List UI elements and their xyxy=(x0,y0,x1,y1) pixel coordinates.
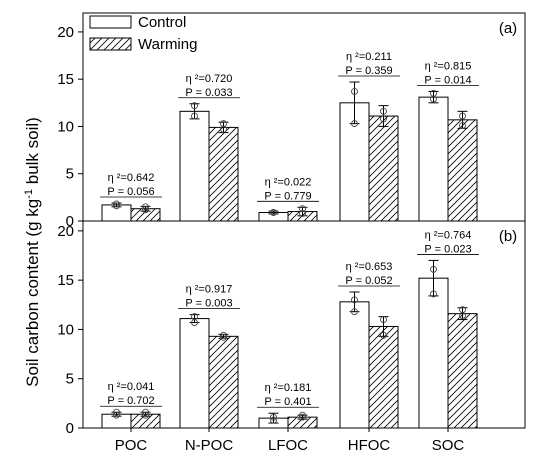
eta-squared-label: η ²=0.041 xyxy=(108,381,155,393)
data-point xyxy=(220,333,227,341)
category-label: HFOC xyxy=(348,437,391,454)
data-point xyxy=(142,411,149,419)
data-point xyxy=(430,95,437,103)
p-value-label: P = 0.052 xyxy=(345,275,392,287)
data-point xyxy=(270,416,277,424)
legend-label-warming: Warming xyxy=(138,36,197,53)
category-label: SOC xyxy=(432,437,465,454)
eta-squared-label: η ²=0.764 xyxy=(425,229,472,241)
eta-squared-label: η ²=0.815 xyxy=(425,60,472,72)
bar-warming xyxy=(447,119,478,222)
category-label: N-POC xyxy=(185,437,234,454)
data-point xyxy=(351,296,358,304)
data-point xyxy=(142,206,149,214)
y-tick-label: 0 xyxy=(66,420,74,437)
data-point xyxy=(191,319,198,326)
data-point xyxy=(113,200,120,208)
eta-squared-label: η ²=0.917 xyxy=(186,284,233,296)
data-point xyxy=(113,202,120,210)
bar-warming xyxy=(368,325,399,429)
bar-control xyxy=(179,110,210,222)
legend-swatch-warming xyxy=(89,37,132,51)
bar-warming xyxy=(447,313,478,429)
bar-warming xyxy=(208,335,239,429)
data-point xyxy=(191,102,198,110)
y-tick-label: 20 xyxy=(57,223,74,240)
p-value-label: P = 0.014 xyxy=(424,74,471,86)
panel-label: (b) xyxy=(499,228,517,245)
p-value-label: P = 0.359 xyxy=(345,65,392,77)
data-point xyxy=(351,120,358,128)
data-point xyxy=(299,411,306,419)
y-axis-label: Soil carbon content (g kg-1 bulk soil) xyxy=(23,117,42,387)
data-point xyxy=(380,115,387,123)
y-tick-label: 10 xyxy=(57,118,74,135)
data-point xyxy=(142,203,149,211)
data-point xyxy=(113,411,120,419)
data-point xyxy=(299,205,306,213)
data-point xyxy=(270,413,277,421)
data-point xyxy=(459,122,466,129)
data-point xyxy=(459,312,466,320)
p-value-label: P = 0.702 xyxy=(107,395,154,407)
data-point xyxy=(299,413,306,421)
legend: Control Warming xyxy=(89,14,197,53)
category-label: POC xyxy=(115,437,148,454)
data-point xyxy=(459,112,466,120)
y-tick-label: 0 xyxy=(66,213,74,230)
data-point xyxy=(351,308,358,316)
data-point xyxy=(430,290,437,298)
legend-label-control: Control xyxy=(138,14,186,31)
eta-squared-label: η ²=0.181 xyxy=(265,382,312,394)
data-point xyxy=(270,209,277,216)
p-value-label: P = 0.779 xyxy=(264,190,311,202)
p-value-label: P = 0.401 xyxy=(264,396,311,408)
eta-squared-label: η ²=0.720 xyxy=(186,73,233,85)
data-point xyxy=(351,88,358,95)
data-point xyxy=(220,331,227,339)
p-value-label: P = 0.003 xyxy=(185,298,232,310)
bar-control xyxy=(418,277,449,429)
y-tick-label: 5 xyxy=(66,166,74,183)
bar-control xyxy=(418,96,449,222)
data-point xyxy=(380,331,387,339)
data-point xyxy=(299,209,306,217)
panel-b: 0 5 10 15 20 (b) η ²=0.041 P = 0.702 POC η ²=0.91… xyxy=(57,220,526,454)
p-value-label: P = 0.056 xyxy=(107,186,154,198)
panel-label: (a) xyxy=(499,20,517,37)
y-tick-label: 20 xyxy=(57,24,74,41)
bar-warming xyxy=(208,126,239,222)
eta-squared-label: η ²=0.211 xyxy=(346,51,392,63)
y-tick-label: 15 xyxy=(57,272,74,289)
data-point xyxy=(430,265,437,273)
eta-squared-label: η ²=0.642 xyxy=(108,172,155,184)
bar-warming xyxy=(368,115,399,222)
p-value-label: P = 0.033 xyxy=(185,87,232,99)
bar-control xyxy=(339,301,370,429)
data-point xyxy=(380,316,387,324)
bar-control xyxy=(179,318,210,429)
data-point xyxy=(142,408,149,416)
eta-squared-label: η ²=0.653 xyxy=(346,261,393,273)
y-tick-label: 5 xyxy=(66,371,74,388)
legend-swatch-control xyxy=(89,15,132,29)
data-point xyxy=(220,125,227,133)
panel-a: 0 5 10 15 20 (a) η ²=0.642 P = 0.056 η ²=0.720 P … xyxy=(57,12,526,230)
data-point xyxy=(380,107,387,115)
eta-squared-label: η ²=0.022 xyxy=(265,176,312,188)
category-label: LFOC xyxy=(268,437,308,454)
p-value-label: P = 0.023 xyxy=(424,243,471,255)
y-tick-label: 10 xyxy=(57,321,74,338)
data-point xyxy=(191,112,198,120)
y-tick-label: 15 xyxy=(57,71,74,88)
data-point xyxy=(113,408,120,416)
